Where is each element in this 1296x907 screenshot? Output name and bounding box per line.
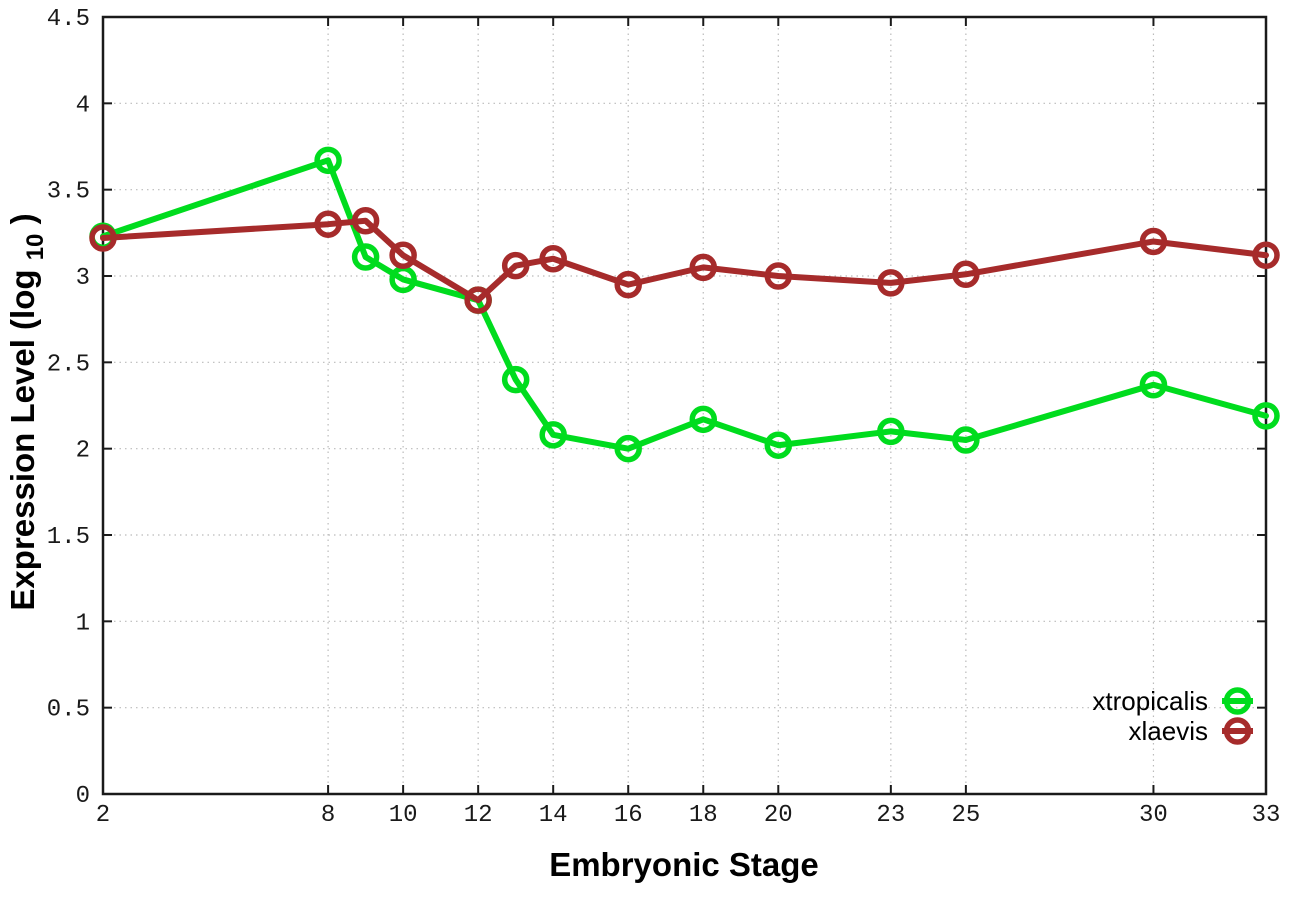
data-point-xtropicalis [764, 431, 793, 459]
legend-sample-marker-xtropicalis [1223, 687, 1252, 715]
x-tick-label: 2 [96, 802, 110, 829]
y-tick-label: 2 [76, 438, 90, 465]
data-point-xlaevis [952, 260, 980, 289]
data-point-xtropicalis [351, 243, 380, 271]
data-point-xlaevis [314, 210, 342, 238]
data-point-xtropicalis [952, 426, 980, 454]
x-tick-label: 25 [951, 802, 980, 829]
data-point-xlaevis [689, 253, 718, 282]
series-line-xtropicalis [100, 157, 1269, 452]
y-tick-label: 4 [76, 92, 90, 119]
data-point-xlaevis [764, 262, 793, 290]
x-tick-labels: 2 8 10 12 14 16 18 20 23 25 30 33 [96, 802, 1281, 829]
x-tick-label: 23 [876, 802, 905, 829]
x-tick-label: 8 [321, 802, 335, 829]
y-axis-title: Expression Level (log 10 ) [4, 213, 50, 610]
data-point-xlaevis [389, 241, 417, 270]
data-point-xlaevis [501, 251, 530, 280]
data-point-xtropicalis [1252, 402, 1280, 430]
y-tick-label: 3 [76, 265, 90, 292]
x-tick-label: 16 [614, 802, 643, 829]
y-tick-label: 1 [76, 610, 90, 637]
x-axis-title: Embryonic Stage [549, 846, 819, 883]
data-point-xlaevis [1139, 227, 1168, 256]
y-axis-title-suffix: ) [4, 213, 41, 224]
data-point-xlaevis [539, 244, 567, 273]
data-point-xlaevis [351, 206, 380, 235]
legend-sample-marker-xlaevis [1223, 717, 1252, 745]
y-tick-label: 3.5 [47, 179, 90, 206]
legend: xtropicalis xlaevis [1092, 686, 1253, 746]
x-tick-label: 20 [764, 802, 793, 829]
series-line-xlaevis [100, 217, 1269, 304]
legend-label-xtropicalis: xtropicalis [1092, 686, 1208, 716]
data-point-xlaevis [464, 286, 492, 314]
y-tick-label: 2.5 [47, 351, 90, 378]
legend-label-xlaevis: xlaevis [1129, 716, 1208, 746]
x-tick-label: 18 [689, 802, 718, 829]
x-tick-label: 14 [539, 802, 568, 829]
data-point-xlaevis [89, 224, 117, 252]
y-tick-label: 1.5 [47, 524, 90, 551]
x-tick-label: 30 [1139, 802, 1168, 829]
data-point-xtropicalis [689, 405, 718, 434]
data-point-xtropicalis [877, 417, 905, 446]
x-tick-label: 33 [1252, 802, 1281, 829]
data-point-xtropicalis [501, 365, 530, 394]
data-point-xlaevis [877, 269, 905, 297]
series-layer [89, 146, 1280, 463]
data-point-xtropicalis [539, 421, 567, 449]
x-tick-label: 10 [389, 802, 418, 829]
y-tick-label: 0.5 [47, 697, 90, 724]
y-axis-title-prefix: Expression Level (log [4, 269, 41, 610]
data-point-xlaevis [614, 270, 642, 299]
legend-samples [1222, 687, 1253, 745]
tick-layer [102, 16, 1267, 795]
data-point-xlaevis [1252, 241, 1280, 270]
y-tick-labels: 0 0.5 1 1.5 2 2.5 3 3.5 4 4.5 [47, 6, 90, 810]
y-axis-title-subscript: 10 [22, 234, 49, 261]
data-point-xtropicalis [1139, 371, 1168, 399]
data-point-xtropicalis [314, 146, 342, 175]
x-tick-label: 12 [464, 802, 493, 829]
y-tick-label: 0 [76, 783, 90, 810]
y-tick-label: 4.5 [47, 6, 90, 33]
data-point-xtropicalis [614, 434, 642, 463]
